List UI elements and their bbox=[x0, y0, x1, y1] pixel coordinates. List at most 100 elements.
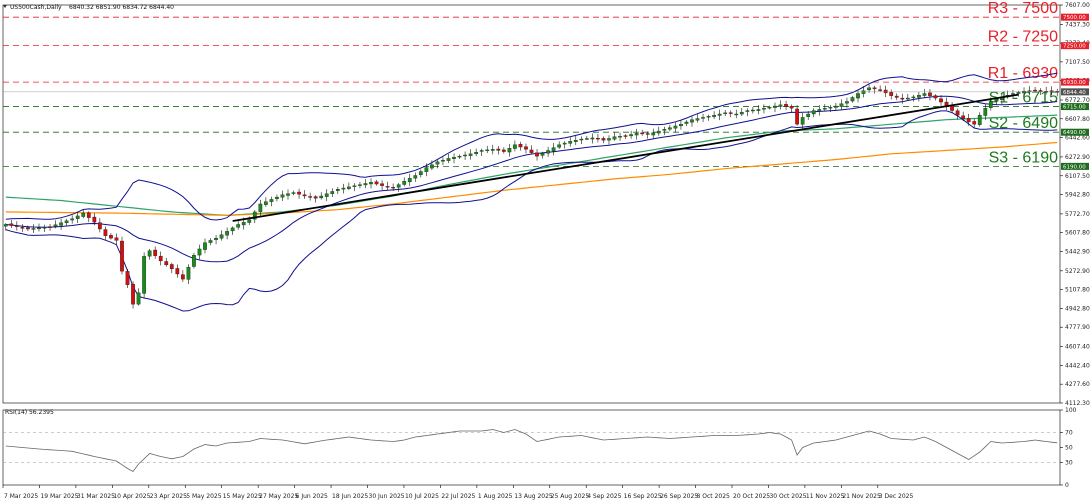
candle-body bbox=[418, 171, 423, 175]
candle-body bbox=[966, 118, 971, 123]
candle-body bbox=[186, 267, 191, 280]
x-tick-label: 20 Oct 2025 bbox=[733, 493, 770, 500]
candle-body bbox=[922, 93, 927, 96]
level-price-tag-label: 7250.00 bbox=[1063, 44, 1086, 50]
candle-body bbox=[667, 127, 672, 130]
candle-body bbox=[518, 144, 523, 148]
candle-body bbox=[850, 97, 855, 102]
candle-body bbox=[75, 215, 80, 219]
candle-body bbox=[109, 235, 113, 239]
y-tick-label: 6442.60 bbox=[1065, 135, 1090, 142]
candle-body bbox=[97, 222, 102, 230]
level-label: R2 - 7250 bbox=[988, 29, 1058, 46]
candle-body bbox=[142, 256, 146, 294]
candle-body bbox=[402, 181, 407, 185]
candle-body bbox=[70, 218, 75, 221]
x-tick-label: 27 May 2025 bbox=[259, 493, 298, 500]
candle-body bbox=[330, 191, 335, 195]
candle-body bbox=[180, 274, 185, 280]
candle-body bbox=[988, 101, 993, 108]
candle-body bbox=[524, 146, 528, 150]
candle-body bbox=[811, 110, 816, 115]
candle-body bbox=[806, 113, 811, 117]
candle-body bbox=[158, 255, 163, 262]
candle-body bbox=[590, 137, 595, 140]
candle-body bbox=[103, 229, 108, 236]
collapse-triangle-icon bbox=[3, 5, 7, 8]
candle-body bbox=[9, 223, 14, 226]
candle-body bbox=[358, 184, 362, 186]
candle-body bbox=[900, 97, 905, 100]
candle-body bbox=[369, 182, 373, 185]
candle-body bbox=[197, 248, 202, 256]
x-tick-label: 10 Apr 2025 bbox=[113, 493, 150, 500]
level-price-tag bbox=[1061, 78, 1089, 86]
candle-body bbox=[629, 134, 633, 137]
candle-body bbox=[596, 137, 600, 140]
candle-body bbox=[562, 142, 567, 145]
y-tick-label: 7607.00 bbox=[1065, 2, 1090, 9]
candle-body bbox=[579, 138, 584, 141]
candle-body bbox=[247, 219, 252, 223]
candle-body bbox=[457, 155, 462, 158]
candle-body bbox=[640, 132, 645, 135]
candle-body bbox=[961, 115, 966, 119]
candle-body bbox=[828, 107, 833, 109]
candle-body bbox=[690, 119, 694, 123]
x-tick-label: 23 Apr 2025 bbox=[150, 493, 187, 500]
candle-body bbox=[1049, 90, 1054, 92]
candle-body bbox=[479, 150, 484, 152]
candle-body bbox=[435, 161, 440, 165]
candle-body bbox=[651, 132, 656, 136]
candle-body bbox=[192, 255, 196, 267]
candle-body bbox=[889, 92, 894, 96]
candle-body bbox=[474, 151, 479, 155]
x-tick-label: 11 Nov 2025 bbox=[806, 493, 845, 500]
candle-body bbox=[407, 178, 412, 183]
trendline bbox=[232, 93, 1019, 222]
y-tick-label: 6107.50 bbox=[1065, 173, 1090, 180]
candle-body bbox=[385, 186, 390, 188]
candle-body bbox=[391, 186, 396, 189]
candle-body bbox=[695, 118, 700, 121]
candle-body bbox=[297, 191, 301, 195]
candle-body bbox=[834, 105, 838, 108]
candle-body bbox=[867, 87, 871, 91]
x-tick-label: 1 Aug 2025 bbox=[478, 493, 513, 500]
rsi-tick-label: 50 bbox=[1065, 445, 1073, 452]
candle-body bbox=[203, 242, 207, 250]
candle-body bbox=[723, 112, 728, 115]
candle-body bbox=[584, 138, 589, 140]
candle-body bbox=[972, 121, 977, 125]
candle-body bbox=[53, 224, 58, 227]
candle-body bbox=[31, 228, 36, 230]
y-tick-label: 4277.60 bbox=[1065, 381, 1090, 388]
candle-body bbox=[291, 192, 296, 194]
candle-body bbox=[977, 114, 982, 125]
candle-body bbox=[164, 261, 169, 266]
x-tick-label: 5 May 2025 bbox=[186, 493, 221, 500]
candle-body bbox=[618, 136, 622, 138]
candle-body bbox=[452, 157, 456, 159]
level-price-tag-label: 7500.00 bbox=[1063, 15, 1086, 21]
candle-body bbox=[955, 110, 960, 116]
candle-body bbox=[59, 222, 63, 226]
y-tick-label: 5772.70 bbox=[1065, 211, 1090, 218]
x-tick-label: 18 Jun 2025 bbox=[332, 493, 368, 500]
candle-body bbox=[645, 133, 650, 135]
candle-body bbox=[800, 117, 805, 125]
candle-body bbox=[601, 138, 606, 141]
candle-body bbox=[872, 87, 877, 90]
candle-body bbox=[933, 95, 938, 99]
candle-body bbox=[994, 99, 999, 102]
y-tick-label: 5272.90 bbox=[1065, 268, 1090, 275]
candle-body bbox=[706, 116, 711, 118]
candle-body bbox=[214, 237, 218, 240]
candle-body bbox=[878, 89, 883, 91]
candle-body bbox=[114, 237, 119, 241]
candle-body bbox=[535, 152, 539, 157]
level-price-tag bbox=[1061, 128, 1089, 136]
candle-body bbox=[380, 183, 384, 186]
candle-body bbox=[739, 112, 744, 115]
